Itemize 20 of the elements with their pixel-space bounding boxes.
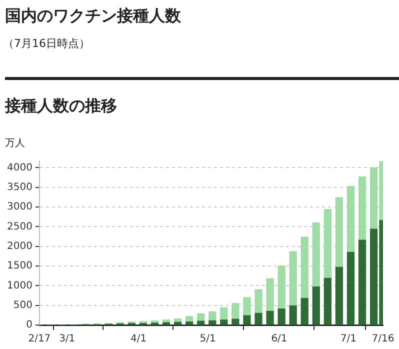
x-tick-label: 5/1 bbox=[200, 334, 216, 345]
x-tick-label: 2/17 bbox=[28, 334, 51, 345]
x-tick-label: 3/1 bbox=[59, 334, 76, 345]
chart-subtitle: （7月16日時点） bbox=[3, 36, 90, 51]
x-tick-label: 4/1 bbox=[130, 334, 147, 345]
y-tick-label: 2000 bbox=[6, 240, 32, 252]
x-tick-label: 7/16 bbox=[372, 334, 394, 345]
y-tick-label: 4000 bbox=[6, 162, 32, 174]
y-axis-title: 万人 bbox=[5, 137, 25, 150]
y-tick-label: 500 bbox=[13, 300, 32, 311]
x-tick-label: 6/1 bbox=[271, 334, 288, 345]
chart-title: 国内のワクチン接種人数 bbox=[5, 6, 181, 27]
y-tick-label: 0 bbox=[26, 320, 32, 331]
y-tick-label: 2500 bbox=[6, 221, 32, 232]
y-tick-label: 1000 bbox=[6, 280, 32, 292]
y-tick-label: 3500 bbox=[6, 182, 32, 193]
y-tick-label: 1500 bbox=[6, 260, 32, 272]
text: 接種人数の推移 bbox=[5, 96, 117, 117]
y-tick-label: 3000 bbox=[6, 202, 32, 213]
x-tick-label: 7/1 bbox=[340, 334, 356, 345]
